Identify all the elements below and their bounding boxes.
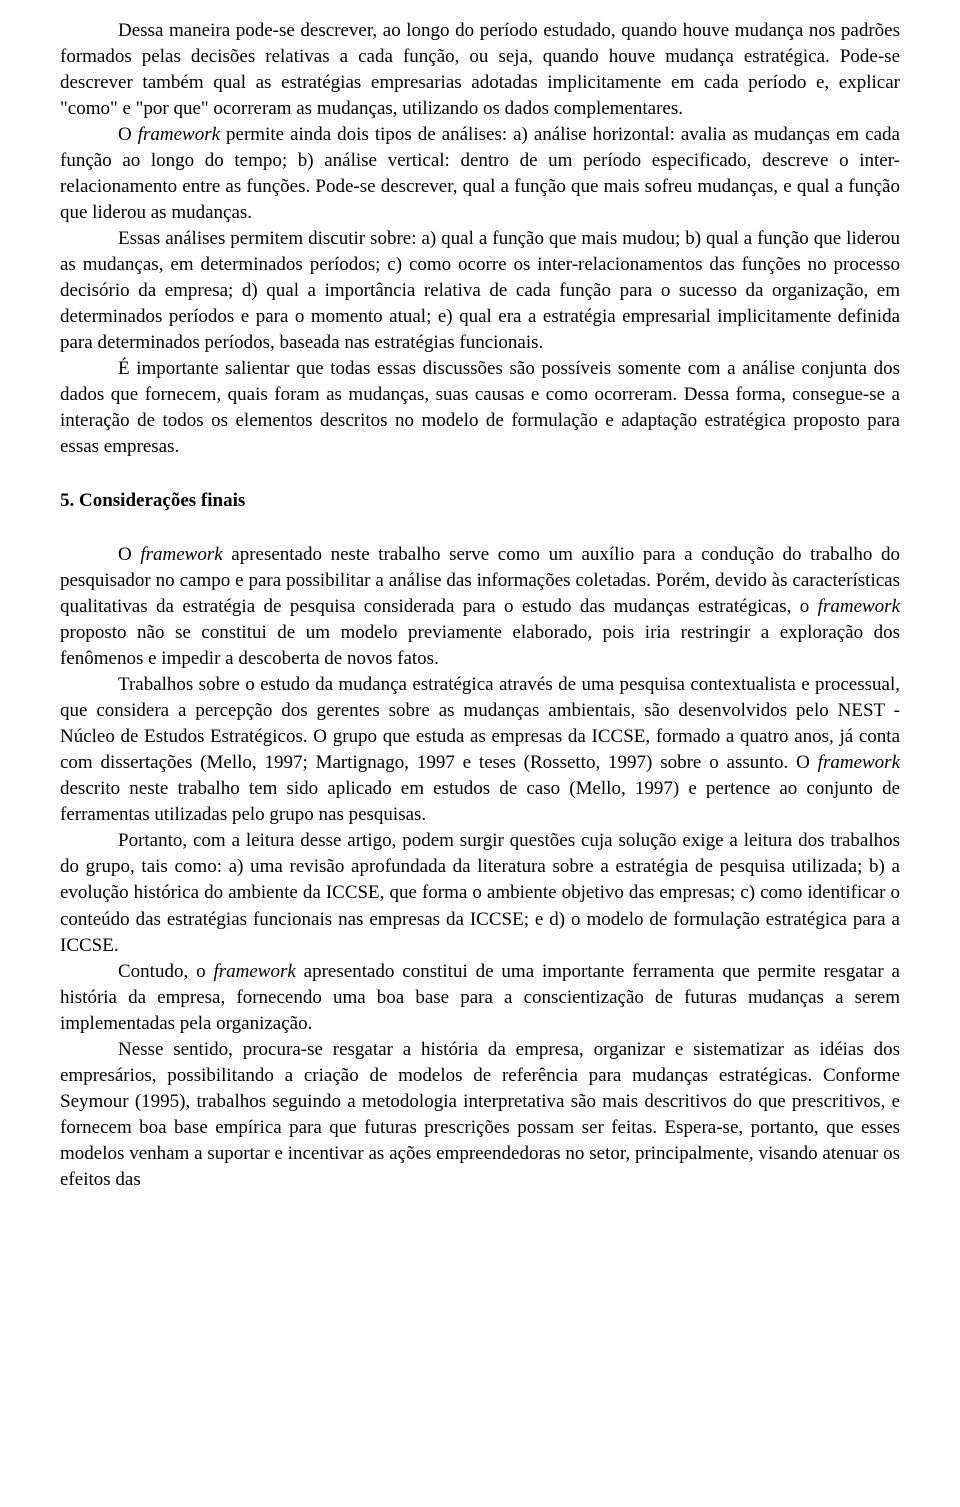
- italic-text: framework: [818, 596, 900, 617]
- paragraph-5: O framework apresentado neste trabalho s…: [60, 542, 900, 672]
- body-text: Trabalhos sobre o estudo da mudança estr…: [60, 674, 900, 773]
- paragraph-6: Trabalhos sobre o estudo da mudança estr…: [60, 672, 900, 828]
- paragraph-3: Essas análises permitem discutir sobre: …: [60, 226, 900, 356]
- italic-text: framework: [138, 124, 220, 145]
- italic-text: framework: [213, 961, 295, 982]
- paragraph-2: O framework permite ainda dois tipos de …: [60, 122, 900, 226]
- body-text: Nesse sentido, procura-se resgatar a his…: [60, 1039, 900, 1190]
- body-text: O: [118, 544, 140, 565]
- body-text: Dessa maneira pode-se descrever, ao long…: [60, 20, 900, 119]
- italic-text: framework: [140, 544, 222, 565]
- paragraph-9: Nesse sentido, procura-se resgatar a his…: [60, 1037, 900, 1193]
- paragraph-8: Contudo, o framework apresentado constit…: [60, 959, 900, 1037]
- body-text: O: [118, 124, 138, 145]
- body-text: É importante salientar que todas essas d…: [60, 358, 900, 457]
- paragraph-7: Portanto, com a leitura desse artigo, po…: [60, 828, 900, 958]
- paragraph-4: É importante salientar que todas essas d…: [60, 356, 900, 460]
- italic-text: framework: [818, 752, 900, 773]
- body-text: Portanto, com a leitura desse artigo, po…: [60, 830, 900, 955]
- body-text: Essas análises permitem discutir sobre: …: [60, 228, 900, 353]
- body-text: proposto não se constitui de um modelo p…: [60, 622, 900, 669]
- paragraph-1: Dessa maneira pode-se descrever, ao long…: [60, 18, 900, 122]
- section-heading-5: 5. Considerações finais: [60, 488, 900, 514]
- body-text: Contudo, o: [118, 961, 213, 982]
- body-text: descrito neste trabalho tem sido aplicad…: [60, 778, 900, 825]
